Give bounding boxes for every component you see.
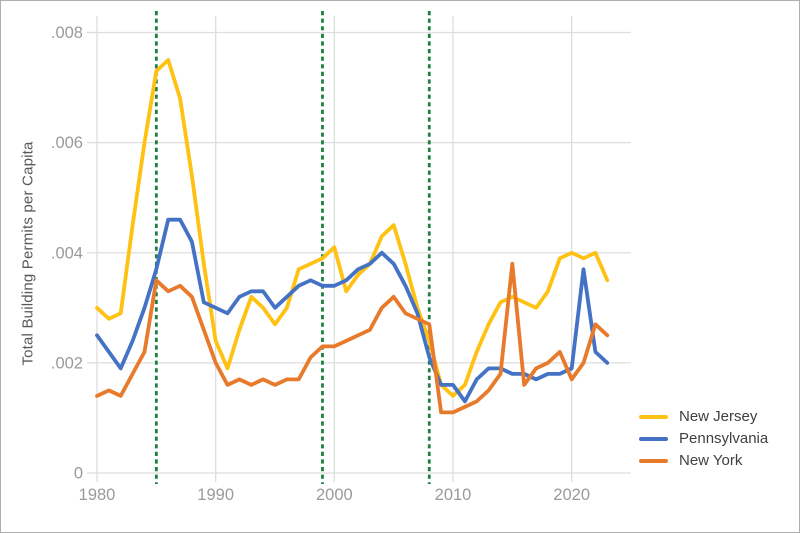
series-lines (95, 58, 610, 415)
y-tick-label: 0 (74, 465, 83, 483)
legend-item-new-jersey: New Jersey (639, 408, 768, 425)
tick-labels: 0 .002 .004 .006 .008 1980 1990 2000 2010 2020 (51, 24, 590, 504)
series-line-new-york (95, 261, 610, 415)
axis-ticks (87, 31, 573, 482)
legend-swatch-new-york (639, 458, 668, 463)
legend-item-new-york: New York (639, 452, 768, 469)
legend-label-pennsylvania: Pennsylvania (679, 430, 769, 447)
x-tick-label: 2000 (316, 486, 353, 504)
series-line-new-jersey (95, 58, 610, 398)
legend-item-pennsylvania: Pennsylvania (639, 430, 768, 447)
legend-swatch-new-jersey (639, 414, 668, 419)
legend: New Jersey Pennsylvania New York (639, 408, 768, 469)
legend-label-new-jersey: New Jersey (679, 408, 758, 425)
reference-lines (154, 11, 431, 484)
x-tick-label: 2020 (553, 486, 590, 504)
y-axis-title: Total Building Permits per Capita (19, 141, 37, 366)
x-tick-label: 2010 (435, 486, 472, 504)
x-tick-label: 1990 (197, 486, 234, 504)
legend-swatch-pennsylvania (639, 436, 668, 441)
x-tick-label: 1980 (79, 486, 116, 504)
legend-label-new-york: New York (679, 452, 743, 469)
y-tick-label: .002 (51, 354, 83, 372)
y-tick-label: .006 (51, 134, 83, 152)
y-tick-label: .008 (51, 24, 83, 42)
y-tick-label: .004 (51, 244, 83, 262)
